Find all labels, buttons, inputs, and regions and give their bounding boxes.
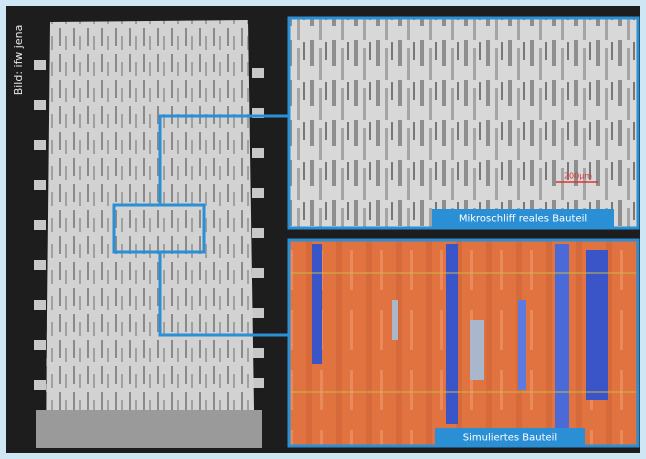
simulation-panel xyxy=(289,240,638,446)
caption: Simuliertes Bauteil xyxy=(463,433,557,444)
page: {"credit": "Bild: ifw jena", "panels": [… xyxy=(0,0,646,459)
figure: 200µm Mikroschliff reales Bauteil Simuli… xyxy=(0,0,646,459)
credit: Bild: ifw jena xyxy=(12,25,25,96)
caption: Mikroschliff reales Bauteil xyxy=(459,214,587,225)
micrograph-panel xyxy=(289,18,638,228)
specimen xyxy=(34,20,264,448)
scale-bar-label: 200µm xyxy=(564,172,592,181)
